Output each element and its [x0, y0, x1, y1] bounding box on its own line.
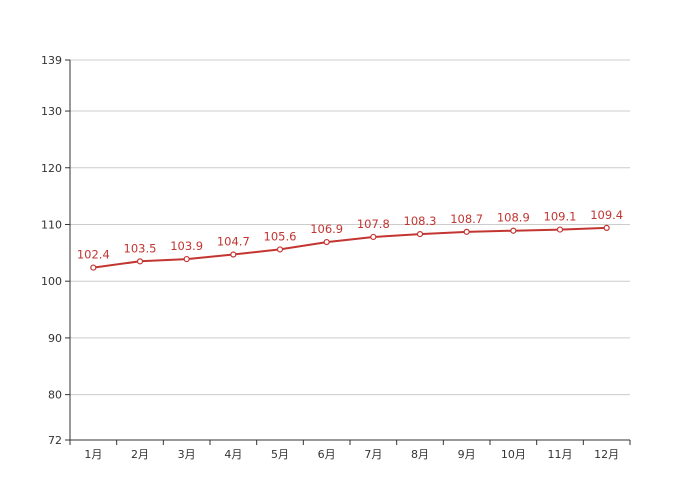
data-point-7 — [370, 233, 377, 241]
data-label-2: 103.5 — [124, 241, 157, 255]
axes: 72 80 90 100 110 120 130 139 1月 2月 3月 4月 5月 6月 7月 8月 9月 1… — [41, 54, 631, 461]
x-tick-label-8: 8月 — [411, 448, 429, 461]
x-tick-label-9: 9月 — [458, 448, 476, 461]
x-tick-label-11: 11月 — [548, 448, 573, 461]
data-label-9: 108.7 — [450, 212, 483, 226]
y-tick-label-100: 100 — [41, 275, 62, 288]
data-label-7: 107.8 — [357, 217, 390, 231]
y-tick-label-120: 120 — [41, 162, 62, 175]
x-tick-label-6: 6月 — [318, 448, 336, 461]
series-line-group — [90, 224, 610, 271]
x-tick-label-7: 7月 — [364, 448, 382, 461]
data-label-10: 108.9 — [497, 211, 530, 225]
data-label-1: 102.4 — [77, 248, 110, 262]
data-point-1 — [90, 264, 97, 271]
x-tick-label-12: 12月 — [594, 448, 619, 461]
y-tick-label-130: 130 — [41, 105, 62, 118]
x-tick-label-10: 10月 — [501, 448, 526, 461]
x-tick-label-1: 1月 — [84, 448, 102, 461]
data-point-4 — [230, 251, 237, 258]
data-label-8: 108.3 — [404, 214, 437, 228]
y-tick-label-90: 90 — [48, 332, 62, 345]
data-point-3 — [183, 255, 190, 263]
data-point-8 — [416, 231, 424, 238]
x-tick-label-4: 4月 — [224, 448, 242, 461]
data-label-11: 109.1 — [544, 210, 577, 224]
data-point-9 — [463, 228, 470, 235]
y-tick-label-72: 72 — [48, 434, 62, 447]
data-label-3: 103.9 — [170, 239, 203, 253]
data-point-5 — [276, 246, 284, 253]
data-label-5: 105.6 — [264, 229, 297, 243]
series-line — [93, 226, 607, 269]
data-labels: 102.4 103.5 103.9 104.7 105.6 106.9 107.8 108.3… — [77, 208, 623, 262]
data-point-11 — [556, 226, 564, 233]
data-point-2 — [136, 258, 144, 265]
data-point-10 — [510, 227, 517, 234]
grid-lines — [70, 59, 630, 396]
x-tick-label-5: 5月 — [271, 448, 289, 461]
x-tick-label-2: 2月 — [131, 448, 149, 461]
y-tick-label-139: 139 — [41, 54, 62, 67]
y-tick-label-80: 80 — [48, 389, 62, 402]
data-point-6 — [323, 238, 330, 246]
data-label-12: 109.4 — [590, 208, 623, 222]
data-point-12 — [603, 224, 610, 231]
y-tick-label-110: 110 — [41, 218, 62, 231]
data-label-4: 104.7 — [217, 235, 250, 249]
data-label-6: 106.9 — [310, 222, 343, 236]
x-tick-label-3: 3月 — [178, 448, 196, 461]
